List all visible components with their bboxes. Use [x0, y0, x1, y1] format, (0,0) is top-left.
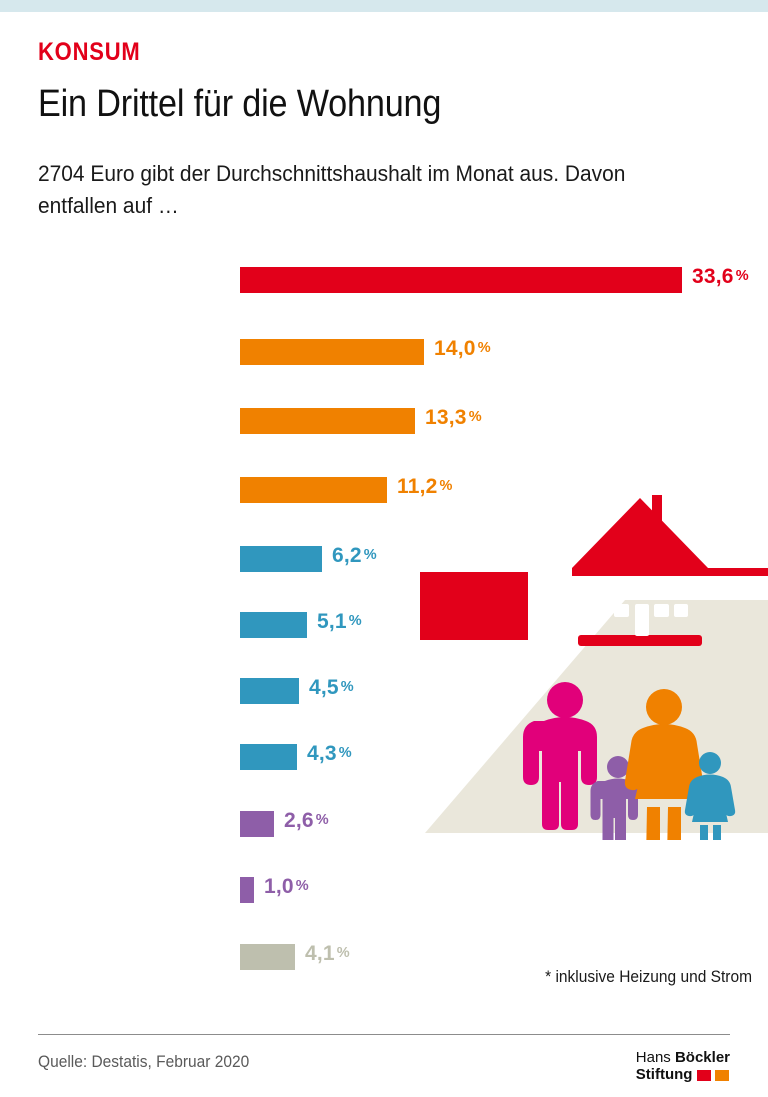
logo-line-2: Stiftung [636, 1066, 730, 1083]
bar-value-label: 13,3% [425, 406, 482, 429]
logo-hans-text: Hans [635, 1049, 675, 1066]
bar-value-label: 14,0% [434, 337, 491, 360]
bar-rect [240, 408, 415, 434]
hans-boeckler-stiftung-logo: Hans Böckler Stiftung [636, 1049, 730, 1084]
bar-rect [240, 811, 274, 837]
bar-rect [240, 744, 297, 770]
bar-value-label: 6,2% [332, 544, 377, 567]
bar-value-label: 2,6% [284, 809, 329, 832]
illustration-svg [420, 495, 768, 865]
bar-value-label: 11,2% [397, 475, 453, 498]
bar-value-label: 4,5% [309, 676, 354, 699]
bar-rect [240, 944, 295, 970]
source-label: Quelle: Destatis, Februar 2020 [38, 1053, 250, 1071]
subtitle-text: 2704 Euro gibt der Durchschnittshaushalt… [38, 161, 626, 218]
bar-rect [240, 339, 424, 365]
logo-line-1: Hans Böckler [636, 1049, 730, 1066]
house-icon [420, 495, 768, 646]
logo-boeckler-text: Böckler [674, 1049, 730, 1066]
bar-rect [240, 267, 682, 293]
logo-red-square-icon [697, 1069, 712, 1081]
logo-stiftung-text: Stiftung [635, 1066, 693, 1084]
figure-child-purple [590, 756, 638, 848]
house-windows [594, 583, 688, 636]
bar-rect [240, 612, 307, 638]
bar-value-label: 4,3% [307, 742, 352, 765]
page-title: Ein Drittel für die Wohnung [38, 83, 442, 125]
bar-value-label: 1,0% [264, 875, 309, 898]
bar-rect [240, 877, 254, 903]
bar-rect [240, 546, 322, 572]
figure-adult-magenta [523, 682, 597, 830]
top-accent-strip [0, 0, 768, 12]
bar-value-label: 4,1% [305, 942, 350, 965]
bar-value-label: 5,1% [317, 610, 362, 633]
household-illustration [420, 480, 768, 865]
bar-rect [240, 678, 299, 704]
bar-value-label: 33,6% [692, 265, 749, 288]
footer-divider [38, 1034, 730, 1035]
footnote-text: * inklusive Heizung und Strom [545, 968, 752, 986]
logo-orange-square-icon [715, 1069, 730, 1081]
kicker-label: KONSUM [38, 38, 141, 66]
bar-rect [240, 477, 387, 503]
